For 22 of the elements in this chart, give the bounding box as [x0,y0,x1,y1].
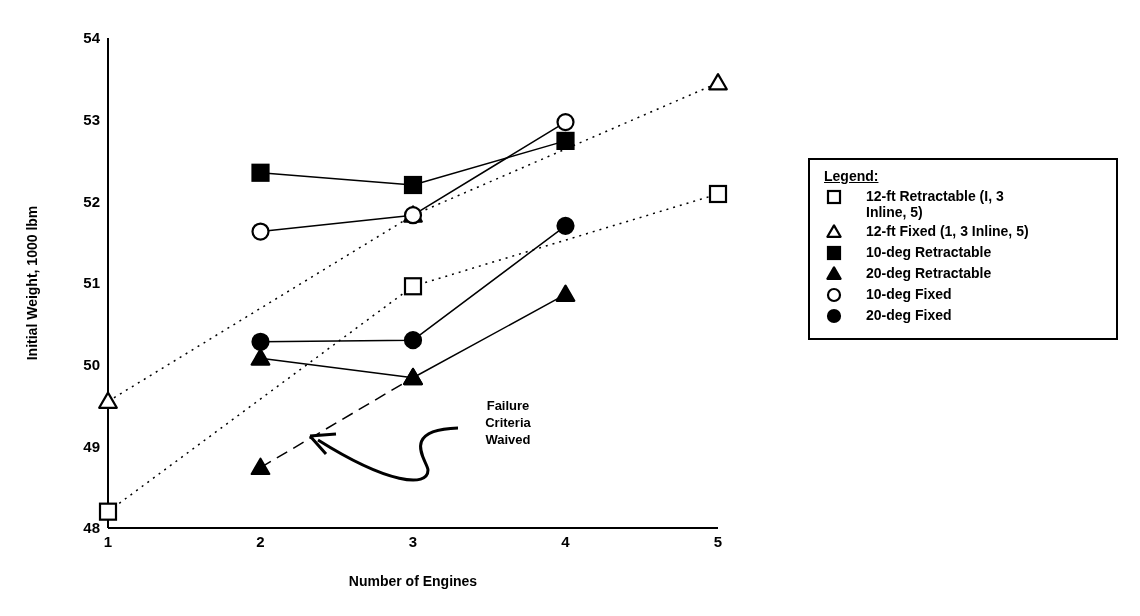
x-tick-label: 4 [561,532,571,550]
legend-label: 12-ft Retractable (I, 3 Inline, 5) [866,188,1005,220]
annotation: Failure Criteria Waived [485,398,532,447]
y-tick-label: 48 [83,519,100,537]
y-axis-title: Initial Weight, 1000 lbm [23,205,40,361]
legend-label: 10-deg Retractable [866,244,993,260]
y-tick-label: 51 [83,274,100,292]
x-tick-label: 1 [103,532,113,550]
legend-title: Legend: [824,168,880,184]
x-tick-label: 3 [408,532,418,550]
x-axis-title: Number of Engines [348,573,478,589]
y-tick-label: 53 [83,110,100,128]
legend-label: 10-deg Fixed [866,286,953,302]
legend-label: 20-deg Retractable [866,265,993,281]
y-tick-label: 49 [83,437,100,455]
y-tick-label: 50 [83,355,100,373]
legend-label: 20-deg Fixed [866,307,953,323]
legend-label: 12-ft Fixed (1, 3 Inline, 5) [866,223,1030,239]
x-tick-label: 5 [713,532,723,550]
x-tick-label: 2 [256,532,265,550]
y-tick-label: 54 [83,29,101,47]
y-tick-label: 52 [83,192,100,210]
